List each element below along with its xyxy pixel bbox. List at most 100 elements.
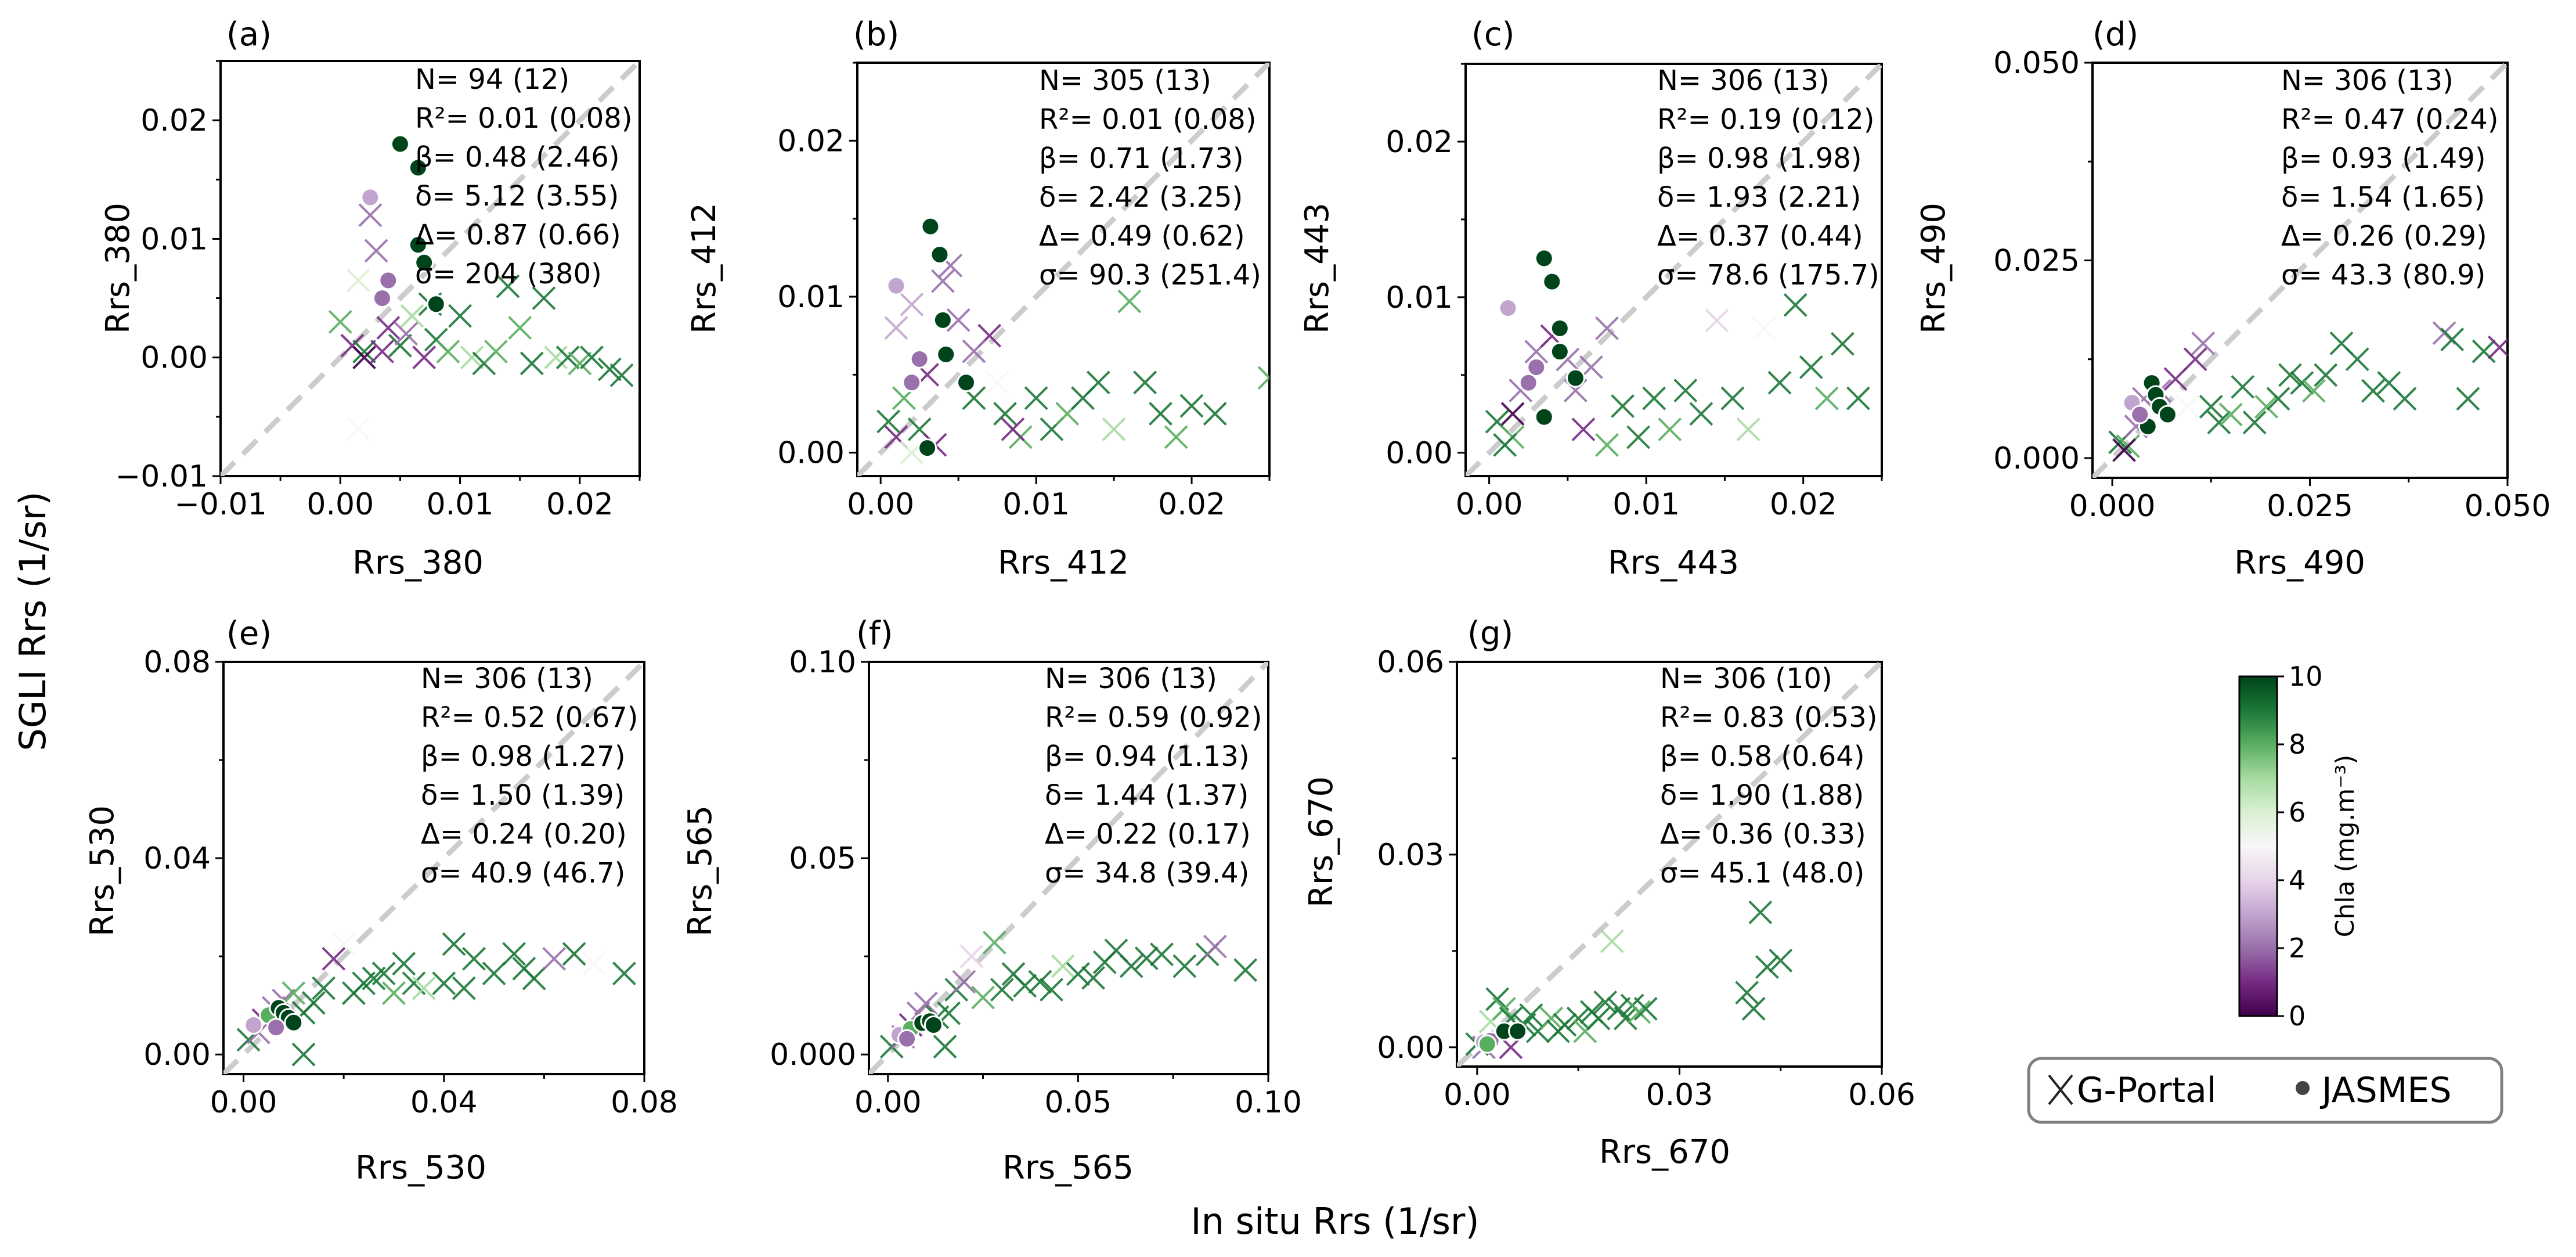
gportal-point <box>1595 433 1619 457</box>
y-axis-label: Rrs_380 <box>99 203 137 334</box>
axis-ticks: 0.00 0.01 0.02 0.00 0.01 0.02 <box>1386 63 1883 522</box>
stat-beta: β= 0.98 (1.27) <box>421 740 626 773</box>
stat-capital-delta: Δ= 0.37 (0.44) <box>1657 220 1863 253</box>
gportal-point <box>1627 1000 1651 1024</box>
jasmes-point <box>2130 405 2150 424</box>
x-tick-label: 0.00 <box>1444 1078 1511 1112</box>
gportal-point <box>346 416 370 441</box>
gportal-point <box>301 991 326 1015</box>
gportal-point <box>1611 394 1635 418</box>
gportal-point <box>502 942 526 966</box>
colorbar-tick-label: 8 <box>2289 729 2306 760</box>
stats-box: N= 94 (12) R²= 0.01 (0.08) β= 0.48 (2.46… <box>415 63 633 290</box>
gportal-point <box>1519 1003 1543 1027</box>
gportal-point <box>1783 293 1807 317</box>
gportal-point <box>1593 990 1618 1014</box>
figure-x-label: In situ Rrs (1/sr) <box>1190 1200 1479 1242</box>
panel-a: (a) Rrs_380 Rrs_380 N= 94 (12) R²= 0.01 … <box>99 16 641 582</box>
stats-box: N= 306 (13) R²= 0.19 (0.12) β= 0.98 (1.9… <box>1657 64 1879 291</box>
gportal-point <box>519 351 544 376</box>
jasmes-point <box>1550 342 1570 362</box>
gportal-point <box>436 340 460 363</box>
gportal-point <box>2163 367 2188 391</box>
jasmes-point <box>1518 373 1538 392</box>
gportal-point <box>1741 997 1766 1021</box>
panel-g: (g) Rrs_670 Rrs_670 N= 306 (10) R²= 0.83… <box>1303 615 1915 1171</box>
gportal-point <box>2472 339 2496 363</box>
stat-capital-delta: Δ= 0.87 (0.66) <box>415 219 621 251</box>
gportal-point <box>900 293 924 316</box>
plot-area <box>1456 661 1883 1068</box>
gportal-point <box>1846 386 1870 410</box>
x-tick-label: 0.00 <box>210 1085 277 1120</box>
figure-y-label: SGLI Rrs (1/sr) <box>12 491 54 751</box>
y-axis-label: Rrs_443 <box>1298 203 1336 334</box>
stats-box: N= 305 (13) R²= 0.01 (0.08) β= 0.71 (1.7… <box>1039 64 1261 291</box>
axis-ticks: 0.000 0.025 0.050 0.000 0.025 0.050 <box>1993 46 2550 524</box>
gportal-point <box>2175 395 2199 419</box>
stat-r2: R²= 0.52 (0.67) <box>421 701 638 734</box>
panel-label: (e) <box>226 615 272 653</box>
gportal-point <box>532 286 556 310</box>
jasmes-point <box>933 310 953 330</box>
gportal-point <box>2191 332 2216 355</box>
stat-sigma: σ= 43.3 (80.9) <box>2281 259 2485 291</box>
colorbar-tick-label: 10 <box>2289 661 2323 692</box>
y-tick-label: 0.00 <box>777 436 845 471</box>
gportal-point <box>2456 387 2480 411</box>
legend: G-Portal JASMES <box>2027 1057 2503 1124</box>
gportal-point <box>1150 942 1174 967</box>
x-axis-label: Rrs_412 <box>998 544 1129 582</box>
gportal-point <box>2183 347 2207 372</box>
jasmes-point <box>1477 1034 1497 1054</box>
colorbar-gradient <box>2238 675 2278 1017</box>
gportal-point <box>1024 386 1048 410</box>
x-tick-label: 0.00 <box>1456 487 1523 522</box>
gportal-point <box>1755 955 1779 979</box>
x-tick-label: 0.025 <box>2267 489 2353 524</box>
jasmes-point <box>1565 368 1585 388</box>
jasmes-point <box>426 294 446 314</box>
gportal-point <box>412 976 436 1000</box>
gportal-point <box>352 345 376 370</box>
gportal-point <box>1600 929 1624 953</box>
jasmes-point <box>266 1018 286 1038</box>
gportal-point <box>1673 379 1698 403</box>
gportal-point <box>432 971 456 996</box>
stat-capital-delta: Δ= 0.36 (0.33) <box>1660 818 1866 851</box>
stat-delta: δ= 1.93 (2.21) <box>1657 181 1861 214</box>
data-marks <box>221 61 640 476</box>
one-to-one-line <box>223 662 644 1074</box>
gportal-point <box>1233 958 1258 982</box>
gportal-point <box>2242 410 2267 435</box>
x-axis-label: Rrs_490 <box>2234 544 2365 582</box>
stat-capital-delta: Δ= 0.49 (0.62) <box>1039 220 1245 253</box>
gportal-point <box>985 370 1009 395</box>
gportal-point <box>562 942 586 966</box>
y-tick-label: 0.04 <box>143 841 211 876</box>
legend-frame <box>2027 1057 2503 1124</box>
data-marks <box>1457 662 1882 1067</box>
gportal-point <box>1752 316 1776 340</box>
gportal-point <box>392 952 416 976</box>
stat-beta: β= 0.98 (1.98) <box>1657 142 1862 175</box>
stats-box: N= 306 (13) R²= 0.59 (0.92) β= 0.94 (1.1… <box>1045 662 1262 889</box>
gportal-point <box>1705 308 1729 333</box>
gportal-point <box>1689 402 1713 426</box>
jasmes-point <box>408 158 428 178</box>
colorbar: 0 2 4 6 8 10 Chla (mg.m⁻³) <box>2238 661 2360 1032</box>
data-marks <box>1466 64 1882 476</box>
stats-box: N= 306 (10) R²= 0.83 (0.53) β= 0.58 (0.6… <box>1660 662 1878 889</box>
gportal-point <box>400 304 424 328</box>
gportal-point <box>508 316 532 340</box>
y-axis-label: Rrs_490 <box>1915 203 1953 334</box>
jasmes-point <box>886 276 906 296</box>
jasmes-point <box>921 217 940 236</box>
gportal-point <box>371 961 396 986</box>
jasmes-point <box>918 438 937 458</box>
x-tick-label: 0.000 <box>2069 489 2156 524</box>
gportal-point <box>2218 402 2243 427</box>
gportal-point <box>962 339 986 363</box>
gportal-point <box>291 1042 316 1067</box>
gportal-point <box>448 304 472 328</box>
